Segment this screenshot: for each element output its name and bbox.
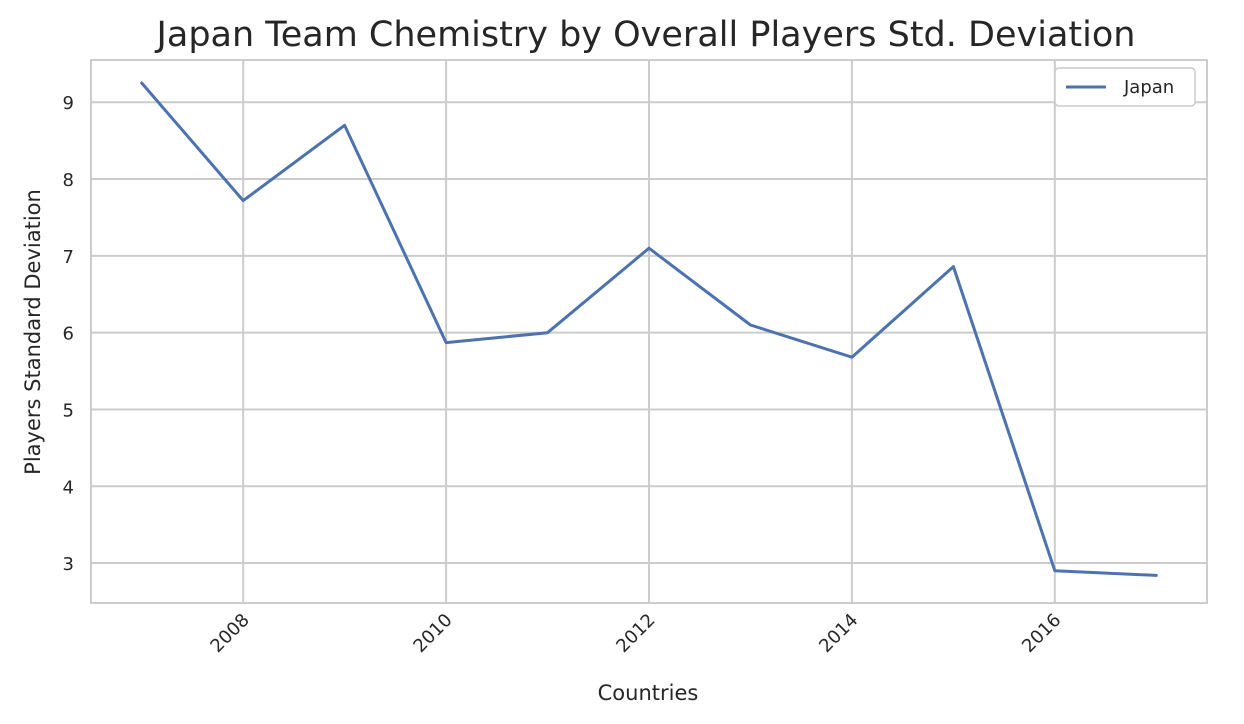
y-tick-label: 8	[63, 170, 74, 191]
x-tick-label: 2012	[612, 610, 659, 657]
legend-label-japan: Japan	[1123, 77, 1174, 98]
y-tick-label: 6	[63, 324, 74, 345]
x-tick-label: 2016	[1018, 610, 1065, 657]
y-tick-label: 7	[63, 247, 74, 268]
y-tick-label: 3	[63, 554, 74, 575]
series-line-japan	[140, 81, 1158, 577]
x-tick-label: 2008	[206, 610, 253, 657]
y-axis-ticks: 3 4 5 6 7 8 9	[63, 93, 74, 575]
series-layer	[140, 81, 1158, 577]
x-axis-ticks: 2008 2010 2012 2014 2016	[206, 610, 1065, 657]
legend-box	[1054, 67, 1196, 107]
plot-frame	[90, 59, 1208, 604]
y-tick-label: 5	[63, 400, 74, 421]
y-tick-label: 9	[63, 93, 74, 114]
chart-title: Japan Team Chemistry by Overall Players …	[155, 15, 1136, 55]
plot-area	[90, 59, 1208, 604]
x-tick-label: 2014	[815, 610, 862, 657]
x-axis-label: Countries	[598, 681, 699, 705]
y-gridlines	[91, 101, 1207, 565]
y-tick-label: 4	[63, 477, 74, 498]
legend: Japan	[1054, 67, 1196, 107]
x-tick-label: 2010	[409, 610, 456, 657]
x-gridlines	[242, 60, 1056, 603]
y-axis-label: Players Standard Deviation	[21, 189, 45, 475]
